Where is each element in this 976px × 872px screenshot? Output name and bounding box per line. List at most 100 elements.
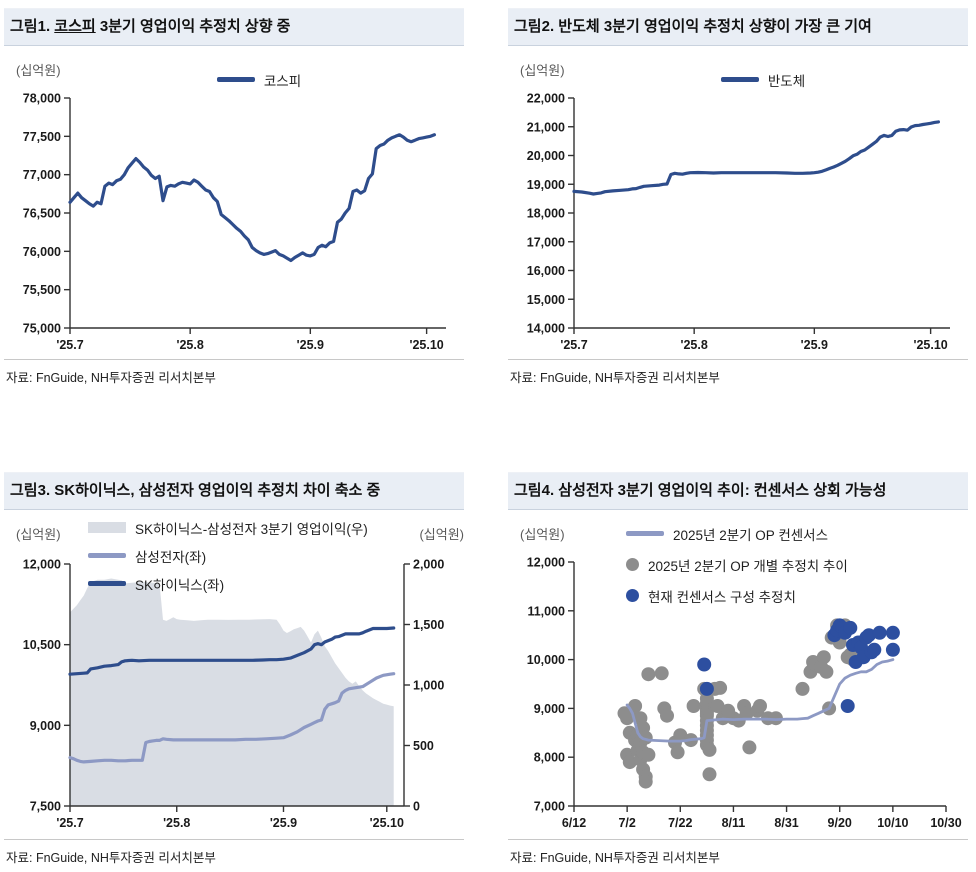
- legend-area-swatch: [88, 522, 126, 533]
- y-tick-label: 75,000: [23, 321, 61, 335]
- figure2-header: 그림2. 반도체 3분기 영업이익 추정치 상향이 가장 큰 기여: [508, 8, 968, 46]
- legend-item: SK하이닉스(좌): [88, 574, 368, 594]
- scatter-point: [686, 698, 701, 713]
- y-tick-label: 19,000: [527, 178, 565, 192]
- scatter-point: [867, 642, 882, 657]
- figure3-title: 그림3. SK하이닉스, 삼성전자 영업이익 추정치 차이 축소 중: [10, 482, 454, 501]
- scatter-point: [885, 625, 900, 640]
- y-tick-label: 8,000: [534, 750, 565, 764]
- area-series-layer: [70, 578, 394, 806]
- x-tick-label: 10/30: [930, 816, 961, 830]
- legend-line-swatch: [720, 77, 759, 83]
- figures-row-bottom: 그림3. SK하이닉스, 삼성전자 영업이익 추정치 차이 축소 중 (십억원)…: [4, 471, 968, 866]
- y2-tick-label: 0: [413, 799, 420, 813]
- figure4-header: 그림4. 삼성전자 3분기 영업이익 추이: 컨센서스 상회 가능성: [508, 471, 968, 510]
- axis-labels: 7,000 8,000 9,000 10,000 11,000 12,000 6/12 7/2…: [527, 555, 962, 830]
- legend-label: 삼성전자(좌): [135, 549, 207, 565]
- x-tick-label: '25.9: [270, 816, 297, 830]
- series-area: [70, 578, 394, 806]
- y-tick-label: 20,000: [527, 149, 565, 163]
- x-tick-label: '25.7: [56, 816, 83, 830]
- figure1-chart-area: (십억원) 코스피 75,000 75,500 76,000 76,500 77,000…: [4, 46, 464, 358]
- y-tick-label: 14,000: [527, 321, 565, 335]
- y2-axis-unit-label: (십억원): [419, 526, 464, 542]
- series-line: [68, 671, 396, 763]
- legend-item: 반도체: [720, 70, 806, 90]
- x-tick-label: 9/20: [828, 816, 852, 830]
- scatter-point: [885, 642, 900, 657]
- y-axis-unit-label: (십억원): [16, 526, 61, 542]
- y2-tick-label: 1,000: [413, 678, 444, 692]
- y-tick-label: 10,500: [23, 638, 61, 652]
- scatter-point: [670, 744, 685, 759]
- axes: [573, 561, 946, 807]
- legend-line-swatch: [88, 553, 126, 558]
- x-tick-label: 6/12: [562, 816, 586, 830]
- figure1-source: 자료: FnGuide, NH투자증권 리서치본부: [4, 358, 464, 386]
- y-axis-unit-label: (십억원): [520, 526, 565, 542]
- y-tick-label: 21,000: [527, 120, 565, 134]
- x-tick-label: '25.7: [560, 338, 587, 352]
- legend-dot-swatch: [626, 558, 639, 571]
- legend-label: 현재 컨센서스 구성 추정치: [648, 589, 796, 605]
- figure-title-part: 3분기 영업이익 추정치 상향 중: [95, 18, 291, 35]
- y-axis-unit-label: (십억원): [16, 62, 61, 78]
- series-line: [68, 625, 396, 676]
- y-tick-label: 10,000: [527, 653, 565, 667]
- x-tick-label: '25.9: [801, 338, 828, 352]
- legend-dot-swatch: [626, 589, 639, 602]
- y-tick-label: 7,000: [534, 799, 565, 813]
- legend-item: 2025년 2분기 OP 컨센서스: [626, 524, 848, 544]
- legend-label: 반도체: [767, 73, 806, 89]
- scatter-point: [641, 666, 656, 681]
- scatter-point: [843, 620, 858, 635]
- x-tick-label: '25.8: [163, 816, 190, 830]
- series-line: [625, 657, 895, 743]
- scatter-point: [622, 754, 637, 769]
- x-tick-label: '25.7: [56, 338, 83, 352]
- figure2-legend: 반도체: [574, 70, 952, 90]
- figure2-source: 자료: FnGuide, NH투자증권 리서치본부: [508, 358, 968, 386]
- y-tick-label: 7,500: [30, 799, 61, 813]
- legend-item: 코스피: [216, 70, 301, 90]
- y-tick-label: 76,000: [23, 245, 61, 259]
- figure4-panel: 그림4. 삼성전자 3분기 영업이익 추이: 컨센서스 상회 가능성 (십억원)…: [508, 471, 968, 866]
- x-tick-label: 7/2: [618, 816, 635, 830]
- figure1-legend: 코스피: [70, 70, 448, 90]
- scatter-point: [673, 727, 688, 742]
- scatter-point: [753, 698, 767, 713]
- legend-item: 2025년 2분기 OP 개별 추정치 추이: [626, 555, 848, 575]
- series-scatter: [617, 617, 863, 789]
- x-tick-label: '25.10: [913, 338, 947, 352]
- x-tick-label: 8/31: [774, 816, 798, 830]
- figure1-title: 그림1. 코스피 3분기 영업이익 추정치 상향 중: [10, 18, 454, 37]
- axis-labels: 75,000 75,500 76,000 76,500 77,000 77,500 78,0…: [23, 91, 444, 352]
- series-line: [572, 120, 940, 196]
- figures-row-top: 그림1. 코스피 3분기 영업이익 추정치 상향 중 (십억원) 코스피 75,…: [4, 8, 968, 386]
- scatter-point: [702, 742, 717, 757]
- figure1-chart: 75,000 75,500 76,000 76,500 77,000 77,500 78,0…: [23, 91, 446, 352]
- figure4-chart-area: (십억원) 2025년 2분기 OP 컨센서스 2025년 2분기 OP 개별 추…: [508, 510, 968, 838]
- scatter-point: [713, 680, 728, 695]
- scatter-point: [699, 681, 714, 696]
- figure2-chart: 14,000 15,000 16,000 17,000 18,000 19,000 20,0…: [527, 91, 950, 352]
- figure-title-part: 그림4. 삼성전자 3분기 영업이익 추이: 컨센서스 상회 가능성: [514, 481, 887, 499]
- scatter-point: [861, 627, 876, 642]
- x-tick-label: '25.9: [297, 338, 324, 352]
- y-tick-label: 77,500: [23, 130, 61, 144]
- legend-item: 삼성전자(좌): [88, 546, 368, 566]
- y-tick-label: 17,000: [527, 235, 565, 249]
- y-tick-label: 9,000: [534, 701, 565, 715]
- y-tick-label: 75,500: [23, 283, 61, 297]
- figure1-header: 그림1. 코스피 3분기 영업이익 추정치 상향 중: [4, 8, 464, 46]
- legend-label: SK하이닉스(좌): [135, 577, 225, 593]
- scatter-point: [872, 625, 887, 640]
- scatter-point: [819, 664, 834, 679]
- y-tick-label: 11,000: [527, 604, 565, 618]
- axis-labels: 14,000 15,000 16,000 17,000 18,000 19,000 20,0…: [527, 91, 948, 352]
- figure3-chart-area: (십억원) (십억원) SK하이닉스-삼성전자 3분기 영업이익(우) 삼성전자(…: [4, 510, 464, 838]
- figure4-source: 자료: FnGuide, NH투자증권 리서치본부: [508, 838, 968, 866]
- y-tick-label: 18,000: [527, 206, 565, 220]
- legend-line-swatch: [88, 581, 126, 586]
